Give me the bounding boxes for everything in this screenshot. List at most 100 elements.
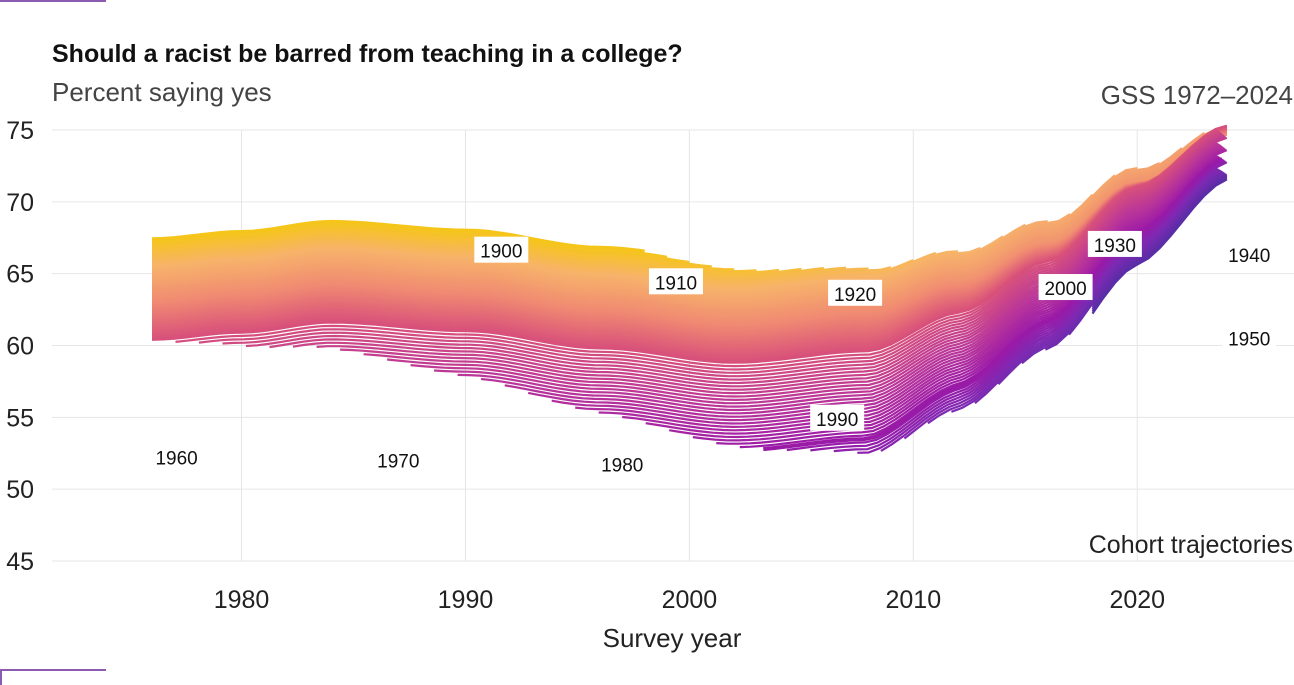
cohort-label-1930: 1930 — [1087, 230, 1142, 257]
cohort-label-text: 1940 — [1228, 246, 1270, 267]
cohort-line-1961 — [269, 132, 1222, 381]
cohort-line-1904 — [151, 227, 735, 271]
cohort-line-1980 — [716, 156, 1221, 445]
cohort-line-1919 — [151, 213, 1071, 298]
y-tick-label: 50 — [6, 476, 34, 504]
cohort-label-box — [1087, 230, 1142, 257]
cohort-line-1921 — [151, 174, 1116, 302]
cohort-line-1922 — [151, 167, 1138, 303]
cohort-label-layer: 1900 1910 1920 1930 1940 1950 1960 1970 1980 1990… — [149, 230, 1277, 477]
cohort-line-1906 — [151, 231, 780, 275]
y-tick-label: 70 — [6, 189, 34, 217]
chart-subtitle: Percent saying yes — [52, 77, 272, 107]
cohort-line-1967 — [410, 141, 1218, 402]
frame-corner-top — [0, 0, 106, 2]
cohort-line-1964 — [340, 134, 1226, 391]
cohort-label-box — [371, 446, 426, 473]
cohort-line-1923 — [151, 162, 1161, 305]
cohort-label-2000: 2000 — [1038, 274, 1093, 301]
cohort-line-1918 — [151, 220, 1048, 296]
cohort-line-1976 — [622, 149, 1228, 432]
cohort-label-1950: 1950 — [1222, 324, 1277, 351]
cohort-line-1962 — [292, 133, 1223, 385]
source-note: GSS 1972–2024 — [1101, 80, 1293, 110]
cohort-line-1925 — [151, 131, 1206, 309]
cohort-label-text: 1950 — [1228, 329, 1270, 350]
cohort-label-box — [828, 279, 883, 306]
cohort-label-1980: 1980 — [595, 450, 650, 477]
cohort-label-text: 1910 — [655, 273, 697, 294]
cohort-line-1914 — [151, 245, 959, 289]
cohort-label-1920: 1920 — [828, 279, 883, 306]
cohort-line-1905 — [151, 229, 757, 273]
cohort-label-1990: 1990 — [810, 404, 865, 431]
cohort-label-1900: 1900 — [474, 236, 529, 263]
cohort-line-1913 — [151, 244, 937, 287]
cohort-label-text: 2000 — [1044, 279, 1086, 300]
cohort-label-box — [648, 268, 703, 295]
cohort-line-1903 — [151, 226, 712, 268]
cohort-line-1924 — [151, 147, 1183, 307]
y-tick-label: 65 — [6, 261, 34, 289]
cohort-line-1982 — [763, 157, 1224, 452]
cohort-line-1957 — [175, 128, 1218, 368]
axis-layer: 45 50 55 60 65 70 75 1980 1990 2000 2010 2020 — [6, 117, 1165, 614]
cohort-line-1984 — [810, 159, 1226, 452]
cohort-line-1915 — [151, 246, 981, 291]
cohort-label-box — [149, 443, 204, 470]
x-axis-title: Survey year — [603, 623, 742, 653]
cohort-line-1902 — [151, 224, 690, 264]
cohort-line-1983 — [786, 158, 1225, 452]
cohort-line-1975 — [598, 148, 1227, 429]
cohort-label-box — [1038, 274, 1093, 301]
x-tick-label: 1990 — [438, 586, 494, 614]
y-tick-label: 55 — [6, 404, 34, 432]
cohort-line-1900 — [151, 219, 645, 254]
cohort-line-1926 — [151, 126, 1227, 311]
cohort-line-1920 — [151, 193, 1094, 300]
y-tick-label: 60 — [6, 333, 34, 361]
cohort-label-1910: 1910 — [648, 268, 703, 295]
cohort-label-1970: 1970 — [371, 446, 426, 473]
y-tick-label: 75 — [6, 117, 34, 145]
cohort-chart: 1900 1910 1920 1930 1940 1950 1960 1970 1980 1990… — [6, 40, 1294, 653]
y-tick-label: 45 — [6, 548, 34, 576]
cohort-label-1940: 1940 — [1222, 240, 1277, 267]
cohort-label-text: 1980 — [601, 456, 643, 477]
cohort-line-1901 — [151, 222, 668, 258]
cohort-line-1985 — [833, 160, 1227, 453]
chart-title: Should a racist be barred from teaching … — [52, 40, 683, 68]
cohort-label-text: 1920 — [834, 285, 876, 306]
cohort-label-1960: 1960 — [149, 443, 204, 470]
cohort-label-box — [810, 404, 865, 431]
cohort-line-1912 — [151, 242, 914, 285]
cohort-line-1987 — [880, 167, 1218, 452]
cohort-line-1979 — [692, 155, 1220, 442]
cohort-line-1956 — [151, 124, 1228, 364]
cohort-line-1959 — [222, 130, 1220, 374]
cohort-line-1960 — [245, 131, 1221, 378]
cohort-line-1958 — [198, 129, 1219, 371]
cohort-label-box — [1222, 324, 1277, 351]
cohort-label-box — [1222, 240, 1277, 267]
x-tick-label: 2000 — [662, 586, 718, 614]
x-tick-label: 2020 — [1109, 586, 1165, 614]
cohort-label-text: 1970 — [377, 451, 419, 472]
caption-cohort-trajectories: Cohort trajectories — [1089, 531, 1293, 559]
cohort-line-1916 — [151, 235, 1004, 293]
cohort-label-text: 1960 — [155, 449, 197, 470]
cohort-label-text: 1930 — [1094, 236, 1136, 257]
cohort-line-1966 — [386, 136, 1228, 398]
x-tick-label: 2010 — [886, 586, 942, 614]
cohort-line-2000 — [1091, 178, 1228, 315]
cohort-label-text: 1900 — [480, 242, 522, 263]
cohort-line-1929 — [151, 132, 1227, 316]
cohort-line-1927 — [151, 128, 1227, 312]
cohort-line-1965 — [363, 135, 1227, 395]
cohort-line-1963 — [316, 133, 1224, 388]
cohort-line-1968 — [434, 142, 1219, 405]
cohort-line-1928 — [151, 130, 1227, 314]
cohort-line-1986 — [857, 161, 1228, 454]
cohort-label-box — [474, 236, 529, 263]
x-tick-label: 1980 — [214, 586, 270, 614]
